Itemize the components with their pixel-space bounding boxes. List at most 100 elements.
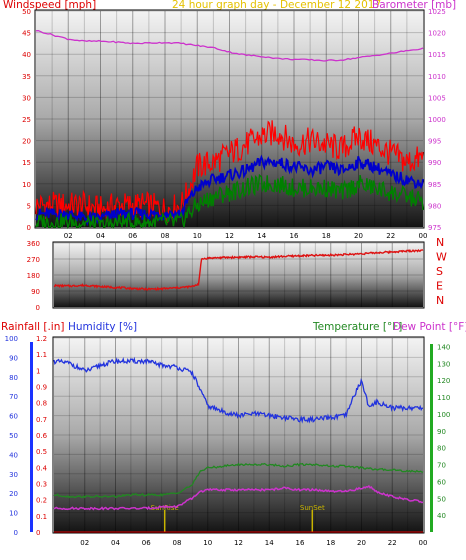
hour-label: 00 xyxy=(419,539,428,547)
hour-label: 04 xyxy=(111,539,120,547)
humidity-tick: 50 xyxy=(9,432,18,440)
humidity-panel-background xyxy=(54,338,423,532)
temperature-tick: 90 xyxy=(437,428,446,436)
sunset-label: SunSet xyxy=(300,504,325,512)
humidity-tick: 40 xyxy=(9,451,18,459)
hour-label: 22 xyxy=(388,539,397,547)
barometer-tick: 1025 xyxy=(428,8,446,16)
direction-tick: 0 xyxy=(36,304,40,312)
windspeed-tick: 40 xyxy=(22,51,31,59)
rainfall-tick: 0.7 xyxy=(36,416,47,424)
rainfall-tick: 1.2 xyxy=(36,335,47,343)
hour-label: 14 xyxy=(257,232,266,240)
barometer-tick: 1015 xyxy=(428,51,446,59)
windspeed-tick: 35 xyxy=(22,73,31,81)
barometer-tick: 1010 xyxy=(428,73,446,81)
rainfall-tick-labels: 0 0.1 0.2 0.3 0.4 0.5 0.6 0.7 0.8 0.9 1 1.1 1.2 xyxy=(36,335,48,537)
direction-panel-frame xyxy=(52,241,425,309)
rainfall-axis-bar xyxy=(30,342,33,532)
wind-panel-background xyxy=(36,11,423,227)
humidity-tick: 90 xyxy=(9,354,18,362)
temperature-axis-title: Temperature [°F] xyxy=(312,321,402,333)
windspeed-tick: 25 xyxy=(22,116,31,124)
windspeed-tick: 10 xyxy=(22,181,31,189)
barometer-tick: 980 xyxy=(428,202,441,210)
hour-label: 12 xyxy=(234,539,243,547)
temperature-tick: 80 xyxy=(437,445,446,453)
compass-letter: N xyxy=(436,294,444,307)
hour-label: 08 xyxy=(173,539,182,547)
rainfall-tick: 1.1 xyxy=(36,351,47,359)
temperature-tick: 100 xyxy=(437,411,450,419)
humidity-panel-frame xyxy=(52,336,425,534)
barometer-tick: 1005 xyxy=(428,94,446,102)
wind-panel-hour-labels: 02 04 06 08 10 12 14 16 18 20 22 00 xyxy=(64,232,428,240)
compass-letter: N xyxy=(436,236,444,249)
temperature-tick: 70 xyxy=(437,462,446,470)
humidity-tick: 80 xyxy=(9,374,18,382)
hour-label: 18 xyxy=(326,539,335,547)
rainfall-tick: 0.6 xyxy=(36,432,48,440)
rainfall-tick: 0.3 xyxy=(36,481,47,489)
humidity-tick: 100 xyxy=(5,335,18,343)
temperature-tick: 130 xyxy=(437,360,450,368)
temperature-tick: 110 xyxy=(437,394,450,402)
wind-panel-frame xyxy=(34,9,425,229)
hour-label: 20 xyxy=(354,232,363,240)
humidity-tick: 70 xyxy=(9,393,18,401)
direction-tick: 360 xyxy=(27,240,40,248)
hour-label: 06 xyxy=(128,232,137,240)
hour-label: 02 xyxy=(64,232,73,240)
windspeed-tick: 20 xyxy=(22,138,31,146)
dewpoint-axis-title: Dew Point [°F] xyxy=(393,321,466,333)
graph-title: 24 hour graph day - December 12 2017 xyxy=(172,0,381,11)
windspeed-tick: 5 xyxy=(27,202,31,210)
rainfall-axis-title: Rainfall [.in] xyxy=(1,321,64,333)
windspeed-tick: 45 xyxy=(22,30,31,38)
hour-label: 06 xyxy=(142,539,151,547)
temperature-tick-labels: 40 50 60 70 80 90 100 110 120 130 140 xyxy=(437,343,450,520)
direction-panel-grid xyxy=(54,242,423,308)
direction-tick: 180 xyxy=(27,272,40,280)
humidity-tick: 60 xyxy=(9,413,18,421)
compass-letter: E xyxy=(436,280,443,293)
humidity-panel-hour-labels: 02 04 06 08 10 12 14 16 18 20 22 00 xyxy=(80,539,427,547)
hour-label: 04 xyxy=(96,232,105,240)
compass-letter: W xyxy=(436,251,447,264)
hour-label: 02 xyxy=(80,539,89,547)
hour-label: 14 xyxy=(265,539,274,547)
temperature-series xyxy=(53,462,424,499)
temperature-tick: 50 xyxy=(437,495,446,503)
humidity-panel-series xyxy=(53,356,424,533)
hour-label: 10 xyxy=(203,539,212,547)
humidity-series xyxy=(53,356,424,424)
barometer-tick: 1020 xyxy=(428,30,446,38)
rainfall-tick: 0.2 xyxy=(36,497,47,505)
windspeed-tick-labels: 0 5 10 15 20 25 30 35 40 45 50 xyxy=(22,8,31,232)
barometer-tick-labels: 975 980 985 990 995 1000 1005 1010 1015 1020 1025 xyxy=(428,8,446,232)
humidity-tick: 10 xyxy=(9,510,18,518)
barometer-tick: 985 xyxy=(428,181,441,189)
humidity-tick: 30 xyxy=(9,471,18,479)
hour-label: 16 xyxy=(296,539,305,547)
wind-panel-series xyxy=(35,30,424,230)
windspeed-tick: 50 xyxy=(22,8,31,16)
humidity-tick: 0 xyxy=(14,529,18,537)
hour-label: 16 xyxy=(290,232,299,240)
rainfall-tick: 1 xyxy=(36,367,40,375)
hour-label: 22 xyxy=(386,232,395,240)
rainfall-tick: 0 xyxy=(36,529,40,537)
barometer-tick: 990 xyxy=(428,159,441,167)
direction-tick: 90 xyxy=(31,288,40,296)
hour-label: 08 xyxy=(161,232,170,240)
barometer-tick: 995 xyxy=(428,138,441,146)
hour-label: 12 xyxy=(225,232,234,240)
windspeed-tick: 0 xyxy=(27,224,31,232)
direction-panel-series xyxy=(53,248,424,291)
wind-direction-series xyxy=(53,248,424,291)
